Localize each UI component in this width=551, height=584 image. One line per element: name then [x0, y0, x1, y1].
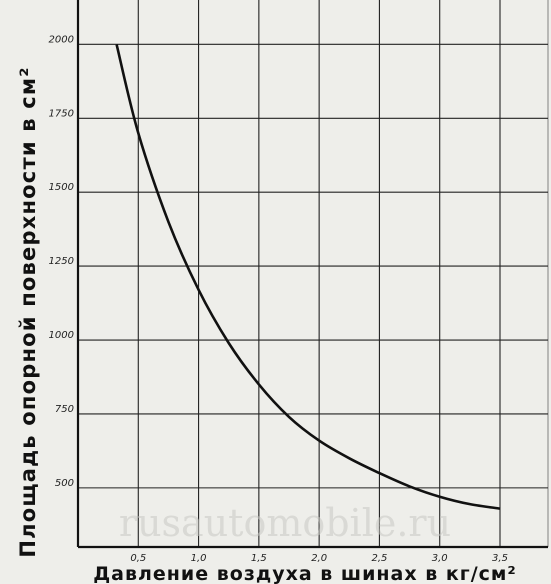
x-tick-label: 2,5 [371, 553, 387, 564]
axes [76, 0, 548, 549]
y-tick-label: 1250 [49, 256, 74, 267]
series-line [115, 44, 501, 510]
x-tick-label: 0,5 [130, 553, 146, 564]
y-tick-label: 750 [55, 404, 74, 415]
x-tick-label: 2,0 [311, 553, 327, 564]
y-tick-label: 1000 [49, 330, 74, 341]
x-tick-label: 3,0 [432, 553, 448, 564]
x-axis-label: Давление воздуха в шинах в кг/см² [93, 563, 517, 584]
y-tick-label: 1500 [49, 182, 74, 193]
x-tick-label: 1,0 [191, 553, 207, 564]
y-tick-label: 2000 [49, 34, 74, 45]
grid [78, 0, 549, 547]
y-axis-label: Площадь опорной поверхности в см² [16, 66, 40, 557]
y-tick-label: 1750 [49, 108, 74, 119]
watermark: rusautomobile.ru [119, 501, 451, 545]
x-tick-label: 1,5 [251, 553, 267, 564]
y-tick-label: 500 [55, 478, 74, 489]
x-tick-label: 3,5 [492, 553, 508, 564]
tick-labels: 0,5 1,0 1,5 2,0 2,5 3,0 3,5 2000 1750 1500 1250 100… [49, 34, 508, 564]
